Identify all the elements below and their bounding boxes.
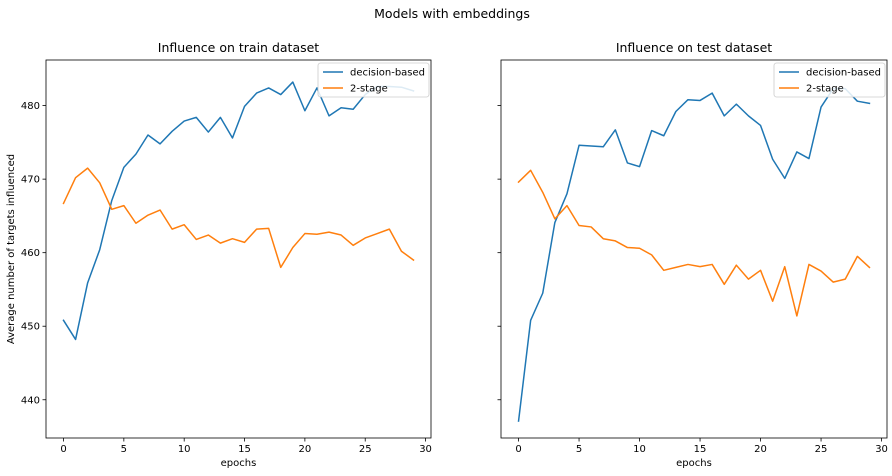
y-tick-label: 450 <box>21 322 40 333</box>
x-tick-label: 5 <box>576 444 582 455</box>
legend: decision-based 2-stage <box>773 62 886 98</box>
legend-label: decision-based <box>806 68 881 79</box>
figure-suptitle: Models with embeddings <box>374 6 530 21</box>
panel-title: Influence on test dataset <box>616 40 772 55</box>
x-tick-label: 5 <box>121 444 127 455</box>
y-tick-label: 460 <box>21 248 40 259</box>
x-tick-label: 20 <box>299 444 312 455</box>
legend-label: 2-stage <box>350 84 388 95</box>
panel-2: Influence on test dataset 0 5 10 15 20 25 30 epo… <box>497 40 888 469</box>
x-tick-label: 0 <box>60 444 66 455</box>
axes-frame <box>45 59 432 439</box>
x-tick-label: 15 <box>238 444 251 455</box>
x-axis-label: epochs <box>221 458 257 469</box>
axes-frame <box>500 59 888 439</box>
y-tick-label: 440 <box>21 395 40 406</box>
x-tick-label: 25 <box>815 444 828 455</box>
series-line-decision-based <box>517 87 871 422</box>
x-tick-label: 10 <box>178 444 191 455</box>
panel-1: Influence on train dataset 0 5 10 15 20 25 30 44… <box>6 40 432 469</box>
x-tick-label: 10 <box>633 444 646 455</box>
series-line-2-stage <box>517 169 871 317</box>
x-tick-label: 25 <box>359 444 372 455</box>
series-line-decision-based <box>62 81 415 341</box>
panel-title: Influence on train dataset <box>158 40 320 55</box>
legend: decision-based 2-stage <box>317 62 430 98</box>
x-tick-label: 20 <box>754 444 767 455</box>
x-tick-label: 30 <box>875 444 888 455</box>
y-axis-label: Average number of targets influenced <box>6 154 17 344</box>
legend-box <box>317 62 430 98</box>
x-axis-label: epochs <box>676 458 712 469</box>
legend-box <box>773 62 886 98</box>
series-line-2-stage <box>62 167 415 269</box>
legend-label: decision-based <box>350 68 425 79</box>
y-tick-label: 470 <box>21 175 40 186</box>
x-tick-label: 15 <box>694 444 707 455</box>
x-tick-label: 30 <box>419 444 432 455</box>
legend-label: 2-stage <box>806 84 844 95</box>
x-tick-label: 0 <box>515 444 521 455</box>
y-tick-label: 480 <box>21 101 40 112</box>
